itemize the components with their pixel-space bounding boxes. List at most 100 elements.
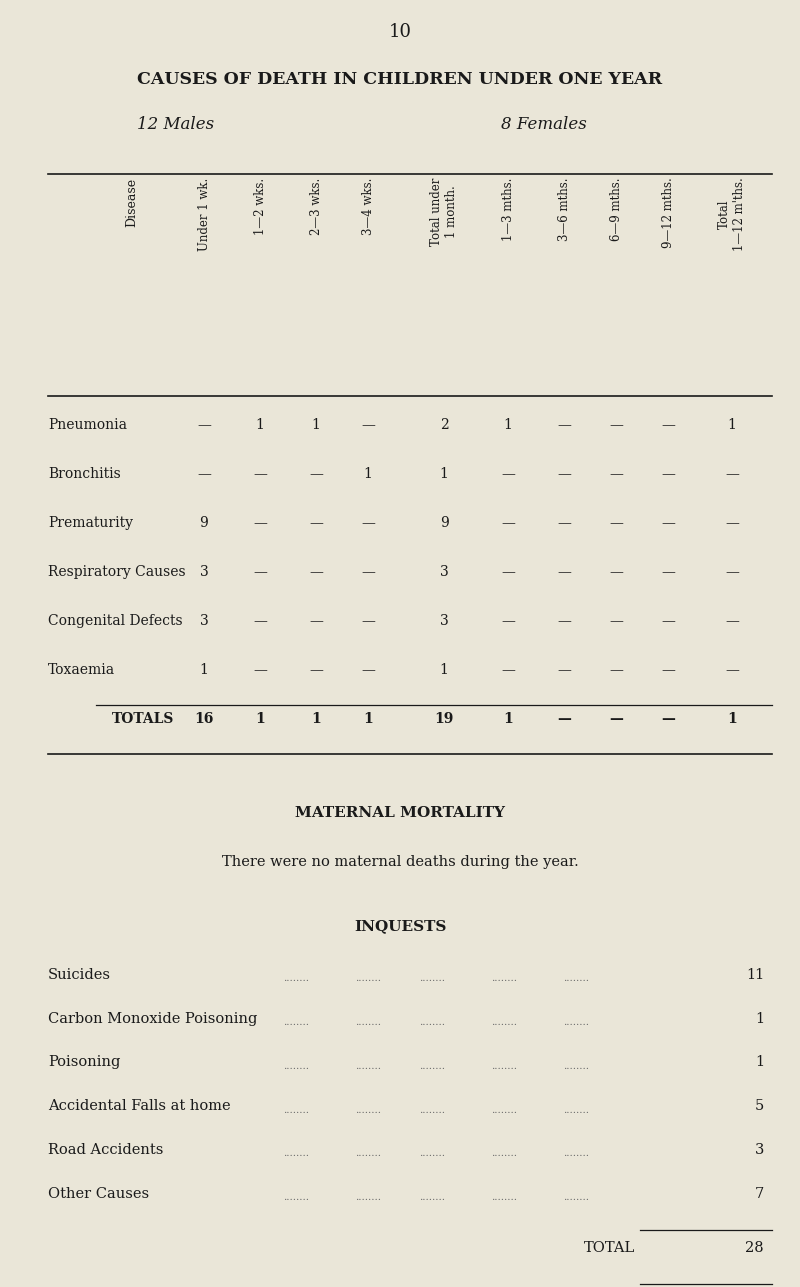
Text: 10: 10	[389, 23, 411, 41]
Text: 5: 5	[754, 1099, 764, 1113]
Text: —: —	[661, 418, 675, 432]
Text: 1: 1	[199, 663, 209, 677]
Text: —: —	[501, 467, 515, 481]
Text: Congenital Defects: Congenital Defects	[48, 614, 182, 628]
Text: ........: ........	[491, 1149, 517, 1158]
Text: 3: 3	[440, 614, 448, 628]
Text: —: —	[557, 565, 571, 579]
Text: 9: 9	[440, 516, 448, 530]
Text: ........: ........	[355, 1106, 381, 1115]
Text: —: —	[309, 516, 323, 530]
Text: ........: ........	[419, 1193, 445, 1202]
Text: ........: ........	[283, 1106, 309, 1115]
Text: Total under
1 month.: Total under 1 month.	[430, 178, 458, 246]
Text: 8 Females: 8 Females	[501, 116, 587, 133]
Text: 1: 1	[439, 467, 449, 481]
Text: 7: 7	[754, 1187, 764, 1201]
Text: 19: 19	[434, 712, 454, 726]
Text: —: —	[609, 418, 623, 432]
Text: —: —	[361, 663, 375, 677]
Text: ........: ........	[491, 974, 517, 983]
Text: —: —	[557, 614, 571, 628]
Text: 9—12 mths.: 9—12 mths.	[662, 178, 674, 248]
Text: Total
1—12 m'ths.: Total 1—12 m'ths.	[718, 178, 746, 251]
Text: INQUESTS: INQUESTS	[354, 919, 446, 933]
Text: 12 Males: 12 Males	[138, 116, 214, 133]
Text: 1: 1	[311, 712, 321, 726]
Text: —: —	[609, 467, 623, 481]
Text: —: —	[361, 418, 375, 432]
Text: 2: 2	[440, 418, 448, 432]
Text: ........: ........	[355, 1018, 381, 1027]
Text: ........: ........	[419, 1149, 445, 1158]
Text: 3: 3	[200, 565, 208, 579]
Text: 1: 1	[503, 418, 513, 432]
Text: CAUSES OF DEATH IN CHILDREN UNDER ONE YEAR: CAUSES OF DEATH IN CHILDREN UNDER ONE YE…	[138, 71, 662, 88]
Text: ........: ........	[419, 1106, 445, 1115]
Text: ........: ........	[491, 1018, 517, 1027]
Text: —: —	[661, 516, 675, 530]
Text: 1—2 wks.: 1—2 wks.	[254, 178, 266, 234]
Text: —: —	[725, 663, 739, 677]
Text: ........: ........	[355, 974, 381, 983]
Text: —: —	[557, 467, 571, 481]
Text: 16: 16	[194, 712, 214, 726]
Text: 9: 9	[200, 516, 208, 530]
Text: ........: ........	[563, 1018, 589, 1027]
Text: ........: ........	[283, 974, 309, 983]
Text: 3: 3	[200, 614, 208, 628]
Text: —: —	[253, 516, 267, 530]
Text: ........: ........	[355, 1149, 381, 1158]
Text: —: —	[197, 418, 211, 432]
Text: ........: ........	[283, 1149, 309, 1158]
Text: —: —	[609, 712, 623, 726]
Text: —: —	[309, 614, 323, 628]
Text: There were no maternal deaths during the year.: There were no maternal deaths during the…	[222, 855, 578, 869]
Text: —: —	[309, 663, 323, 677]
Text: —: —	[557, 663, 571, 677]
Text: 3—6 mths.: 3—6 mths.	[558, 178, 570, 241]
Text: —: —	[661, 565, 675, 579]
Text: —: —	[309, 565, 323, 579]
Text: —: —	[501, 565, 515, 579]
Text: ........: ........	[419, 974, 445, 983]
Text: 3—4 wks.: 3—4 wks.	[362, 178, 374, 236]
Text: ........: ........	[563, 1062, 589, 1071]
Text: 1: 1	[755, 1055, 764, 1069]
Text: Other Causes: Other Causes	[48, 1187, 149, 1201]
Text: ........: ........	[563, 974, 589, 983]
Text: TOTAL: TOTAL	[584, 1241, 635, 1255]
Text: —: —	[557, 516, 571, 530]
Text: 1: 1	[755, 1012, 764, 1026]
Text: —: —	[725, 614, 739, 628]
Text: —: —	[557, 418, 571, 432]
Text: —: —	[361, 565, 375, 579]
Text: —: —	[361, 614, 375, 628]
Text: —: —	[725, 565, 739, 579]
Text: 6—9 mths.: 6—9 mths.	[610, 178, 622, 241]
Text: Suicides: Suicides	[48, 968, 111, 982]
Text: —: —	[661, 712, 675, 726]
Text: Road Accidents: Road Accidents	[48, 1143, 163, 1157]
Text: Disease: Disease	[126, 178, 138, 227]
Text: 1: 1	[363, 712, 373, 726]
Text: ........: ........	[283, 1193, 309, 1202]
Text: 1: 1	[255, 712, 265, 726]
Text: ........: ........	[355, 1062, 381, 1071]
Text: Under 1 wk.: Under 1 wk.	[198, 178, 210, 251]
Text: 1: 1	[255, 418, 265, 432]
Text: 1: 1	[503, 712, 513, 726]
Text: —: —	[661, 663, 675, 677]
Text: —: —	[725, 467, 739, 481]
Text: —: —	[501, 614, 515, 628]
Text: —: —	[253, 614, 267, 628]
Text: ........: ........	[491, 1106, 517, 1115]
Text: —: —	[661, 467, 675, 481]
Text: 1—3 mths.: 1—3 mths.	[502, 178, 514, 241]
Text: —: —	[253, 565, 267, 579]
Text: ........: ........	[283, 1018, 309, 1027]
Text: —: —	[253, 467, 267, 481]
Text: ........: ........	[355, 1193, 381, 1202]
Text: ........: ........	[491, 1193, 517, 1202]
Text: —: —	[725, 516, 739, 530]
